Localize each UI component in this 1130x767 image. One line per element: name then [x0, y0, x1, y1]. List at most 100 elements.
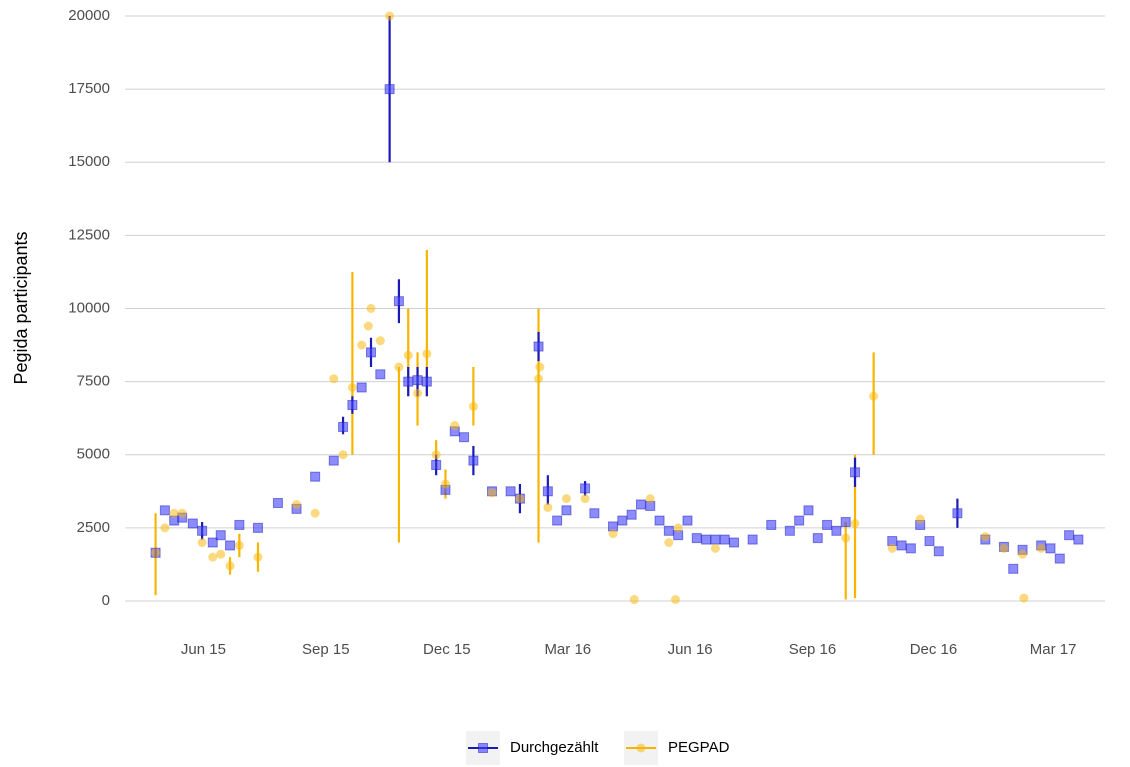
data-point	[329, 374, 339, 384]
data-point	[552, 515, 563, 526]
data-point	[543, 502, 553, 512]
data-point	[710, 543, 720, 553]
data-point	[159, 505, 170, 516]
data-point	[468, 401, 478, 411]
data-point	[365, 347, 376, 358]
y-tick-label: 5000	[77, 446, 110, 463]
data-point	[663, 525, 674, 536]
data-point	[413, 388, 423, 398]
data-point	[412, 375, 423, 386]
data-point	[431, 450, 441, 460]
data-point	[952, 508, 963, 519]
y-tick-label: 20000	[68, 7, 110, 24]
data-point	[215, 530, 226, 541]
legend-label: PEGPAD	[668, 739, 730, 756]
data-point	[664, 538, 674, 547]
data-point	[766, 519, 777, 530]
data-point	[617, 515, 628, 526]
data-point	[980, 532, 990, 542]
data-point	[515, 494, 525, 504]
data-point	[645, 494, 655, 504]
x-tick-label: Sep 15	[302, 641, 350, 658]
data-point	[869, 391, 879, 401]
data-point	[629, 595, 639, 605]
legend-key-marker	[478, 743, 488, 753]
data-point	[431, 459, 442, 470]
data-point	[654, 515, 665, 526]
data-point	[363, 321, 373, 331]
data-point	[366, 304, 376, 313]
data-point	[252, 522, 263, 533]
data-point	[310, 471, 321, 482]
data-point	[421, 376, 432, 387]
x-tick-label: Dec 16	[910, 641, 958, 658]
data-point	[794, 515, 805, 526]
data-point	[710, 534, 721, 545]
data-point	[385, 11, 395, 21]
data-point	[841, 533, 851, 543]
data-point	[850, 518, 860, 528]
data-point	[850, 467, 861, 478]
data-point	[701, 534, 712, 545]
data-point	[338, 421, 349, 432]
data-point	[626, 509, 637, 520]
data-point	[272, 498, 283, 509]
data-point	[177, 508, 187, 518]
data-point	[719, 534, 730, 545]
data-point	[747, 534, 758, 545]
y-axis-label: Pegida participants	[11, 231, 31, 384]
data-point	[915, 514, 925, 524]
data-point	[216, 549, 226, 559]
legend-key-marker	[636, 743, 646, 753]
data-point	[535, 362, 545, 372]
data-point	[187, 518, 198, 529]
x-tick-label: Mar 16	[544, 641, 591, 658]
data-point	[999, 543, 1009, 553]
data-point	[691, 533, 702, 544]
data-point	[812, 533, 823, 544]
data-point	[673, 523, 683, 533]
x-tick-label: Jun 16	[668, 641, 713, 658]
data-point	[440, 479, 450, 489]
data-point	[384, 84, 395, 95]
data-point	[347, 382, 357, 392]
data-point	[924, 536, 935, 547]
data-point	[896, 540, 907, 551]
data-point	[328, 455, 339, 466]
data-point	[197, 538, 207, 547]
data-point	[580, 494, 590, 504]
data-point	[487, 488, 497, 498]
data-point	[338, 450, 348, 460]
y-tick-label: 17500	[68, 80, 110, 97]
data-point	[169, 508, 179, 518]
data-point	[225, 561, 235, 571]
data-point	[561, 494, 571, 504]
data-point	[151, 548, 161, 558]
data-point	[375, 369, 386, 380]
data-point	[393, 296, 404, 307]
data-point	[635, 499, 646, 510]
data-point	[375, 336, 385, 346]
data-point	[403, 376, 414, 387]
data-point	[422, 349, 432, 359]
data-point	[1054, 553, 1065, 564]
data-point	[310, 508, 320, 518]
data-point	[784, 525, 795, 536]
data-point	[225, 540, 236, 551]
data-point	[468, 455, 479, 466]
data-point	[1073, 534, 1084, 545]
x-tick-label: Sep 16	[789, 641, 837, 658]
data-point	[160, 523, 170, 533]
y-tick-label: 7500	[77, 373, 110, 390]
data-point	[933, 546, 944, 557]
data-point	[1045, 543, 1056, 554]
data-point	[394, 362, 404, 372]
data-point	[729, 537, 740, 548]
data-point	[580, 483, 591, 494]
data-point	[682, 515, 693, 526]
data-point	[831, 525, 842, 536]
data-point	[459, 432, 470, 443]
x-tick-label: Dec 15	[423, 641, 471, 658]
data-point	[840, 517, 851, 528]
